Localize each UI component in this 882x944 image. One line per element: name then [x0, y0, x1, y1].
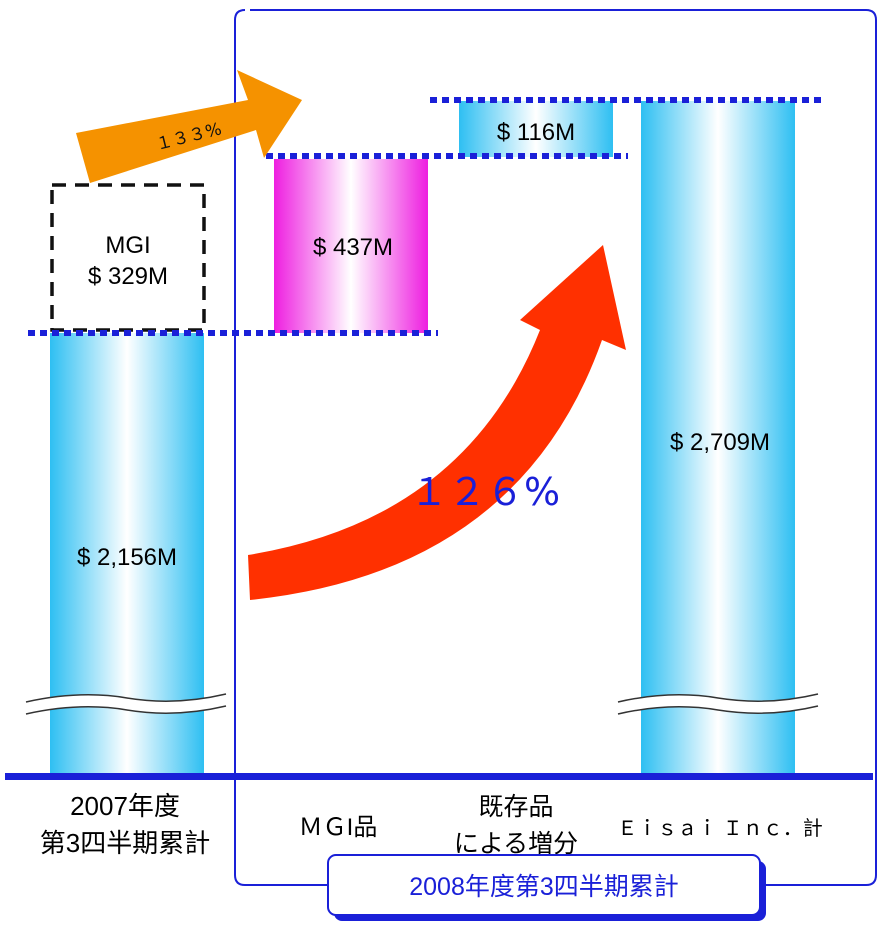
axis-break-2007 — [25, 693, 227, 715]
bar-existing — [459, 101, 613, 157]
group-frame-2008 — [234, 9, 877, 886]
group-label-box — [327, 854, 766, 921]
category-2007-line1: 2007年度 — [70, 791, 180, 821]
baseline — [5, 773, 873, 780]
category-2007-line2: 第3四半期累計 — [40, 828, 210, 858]
label-pct-126: １２６% — [410, 470, 560, 514]
category-existing-line1: 既存品 — [478, 793, 553, 821]
label-bar-2007: $ 2,156M — [77, 544, 177, 571]
label-bar-eisai: $ 2,709M — [670, 429, 770, 456]
axis-break-eisai — [617, 693, 819, 715]
category-existing-line2: による増分 — [454, 830, 578, 858]
red-curved-arrow — [248, 245, 626, 600]
bar-eisai — [641, 101, 795, 776]
label-bar-existing: $ 116M — [497, 119, 575, 146]
bar-mgi — [274, 159, 428, 333]
category-mgi: ＭＧI品 — [299, 814, 378, 841]
orange-arrow — [76, 70, 302, 183]
group-label: 2008年度第3四半期累計 — [409, 873, 679, 901]
label-mgi-line2: $ 329M — [88, 263, 168, 290]
category-eisai: Ｅｉｓａｉ Ｉｎｃ．計 — [617, 817, 823, 840]
label-bar-mgi: $ 437M — [313, 234, 393, 261]
label-mgi-line1: MGI — [105, 232, 150, 259]
